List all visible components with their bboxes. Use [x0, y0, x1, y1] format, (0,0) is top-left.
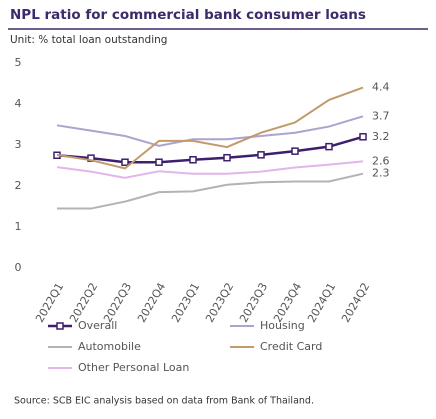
x-tick-label: 2023Q1 — [169, 281, 202, 325]
series-line — [56, 135, 364, 164]
point-marker — [155, 158, 163, 166]
y-tick-label: 0 — [15, 261, 22, 274]
legend-label: Automobile — [78, 340, 141, 353]
series-line — [56, 86, 364, 170]
point-marker — [189, 156, 197, 164]
legend-marker — [56, 322, 64, 330]
point-marker — [291, 147, 299, 155]
y-tick-label: 1 — [15, 220, 22, 233]
y-tick-label: 4 — [15, 97, 22, 110]
y-tick-label: 3 — [15, 138, 22, 151]
point-marker — [223, 153, 231, 162]
series-line — [56, 115, 364, 147]
x-tick-label: 2024Q2 — [339, 281, 372, 325]
end-value-label: 4.4 — [372, 81, 390, 94]
x-tick-label: 2023Q2 — [203, 281, 236, 325]
series-line — [57, 172, 364, 210]
x-tick-label: 2022Q4 — [135, 281, 168, 325]
series-line — [56, 160, 364, 179]
point-marker — [359, 133, 367, 141]
legend-label: Overall — [78, 319, 117, 332]
end-value-label: 2.6 — [372, 154, 390, 167]
legend-label: Housing — [260, 319, 305, 332]
x-tick-label: 2024Q1 — [305, 281, 338, 325]
end-value-label: 3.2 — [372, 130, 390, 143]
point-marker — [257, 151, 265, 159]
end-value-label: 2.3 — [372, 167, 390, 180]
source-note: Source: SCB EIC analysis based on data f… — [14, 396, 314, 407]
legend-label: Credit Card — [260, 340, 322, 353]
x-tick-label: 2022Q1 — [33, 281, 66, 325]
end-value-label: 3.7 — [372, 109, 390, 122]
legend-label: Other Personal Loan — [78, 361, 189, 374]
point-marker — [121, 158, 129, 166]
chart-subtitle: Unit: % total loan outstanding — [10, 34, 167, 46]
point-marker — [325, 142, 333, 151]
y-tick-label: 2 — [15, 179, 22, 192]
chart-title: NPL ratio for commercial bank consumer l… — [10, 7, 366, 23]
y-tick-label: 5 — [15, 56, 22, 69]
